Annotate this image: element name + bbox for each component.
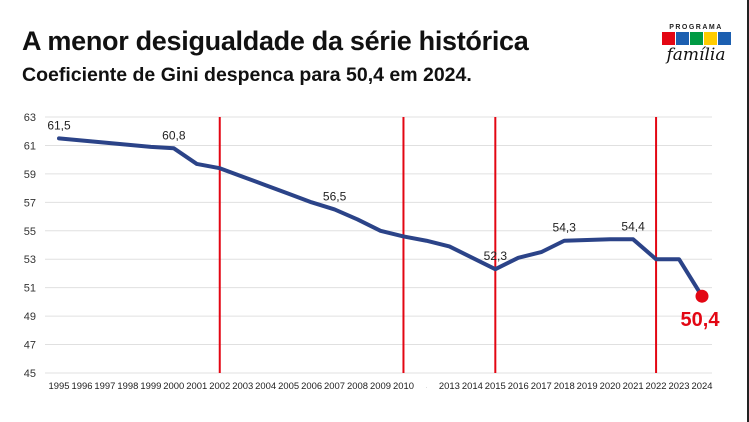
right-border: [747, 0, 749, 422]
x-tick-label: 1998: [117, 381, 138, 391]
x-tick-label: 2022: [646, 381, 667, 391]
x-tick-label: 2017: [531, 381, 552, 391]
x-tick-label: 2003: [232, 381, 253, 391]
gini-series-line: [57, 136, 704, 299]
data-label: 50,4: [681, 309, 721, 331]
y-tick-label: 47: [24, 340, 36, 352]
x-tick-label: 2002: [209, 381, 230, 391]
data-label: 60,8: [162, 128, 186, 142]
x-tick-label: 1996: [71, 381, 92, 391]
x-tick-label: 2013: [439, 381, 460, 391]
x-tick-label: 2014: [462, 381, 483, 391]
y-tick-label: 49: [24, 311, 36, 323]
data-label: 61,5: [47, 118, 71, 132]
x-tick-label: 2016: [508, 381, 529, 391]
x-tick-label: 2010: [393, 381, 414, 391]
x-tick-label: 2008: [347, 381, 368, 391]
x-tick-label: 2020: [600, 381, 621, 391]
svg-text:PROGRAMA: PROGRAMA: [669, 24, 723, 31]
page-title: A menor desigualdade da série histórica: [22, 26, 529, 56]
data-label: 54,3: [553, 221, 577, 235]
x-tick-label: 2024: [692, 381, 713, 391]
y-tick-label: 63: [24, 112, 36, 124]
bolsa-familia-logo: PROGRAMA família: [662, 24, 731, 65]
svg-text:família: família: [665, 45, 726, 65]
x-tick-label: 2018: [554, 381, 575, 391]
x-tick-label: 2015: [485, 381, 506, 391]
y-tick-label: 51: [24, 283, 36, 295]
x-tick-label: 2023: [669, 381, 690, 391]
y-tick-label: 57: [24, 197, 36, 209]
x-tick-label: 2000: [163, 381, 184, 391]
x-tick-label: 1999: [140, 381, 161, 391]
x-tick-label: 2004: [255, 381, 276, 391]
y-tick-label: 45: [24, 368, 36, 380]
x-tick-label: 2019: [577, 381, 598, 391]
x-tick-label: 2021: [623, 381, 644, 391]
x-tick-label: 2009: [370, 381, 391, 391]
x-tick-label: 2007: [324, 381, 345, 391]
y-tick-label: 55: [24, 226, 36, 238]
x-tick-label: 2006: [301, 381, 322, 391]
data-label: 56,5: [323, 189, 347, 203]
highlight-point-2024: [695, 289, 709, 303]
x-tick-label: 2005: [278, 381, 299, 391]
x-tick-placeholder: ·: [425, 385, 427, 391]
y-tick-label: 59: [24, 169, 36, 181]
y-tick-label: 53: [24, 254, 36, 266]
y-tick-label: 61: [24, 140, 36, 152]
x-tick-label: 1997: [94, 381, 115, 391]
x-tick-label: 1995: [49, 381, 70, 391]
page-subtitle: Coeficiente de Gini despenca para 50,4 e…: [22, 64, 472, 86]
data-label: 54,4: [621, 219, 645, 233]
x-tick-label: 2001: [186, 381, 207, 391]
data-label: 52,3: [484, 249, 508, 263]
